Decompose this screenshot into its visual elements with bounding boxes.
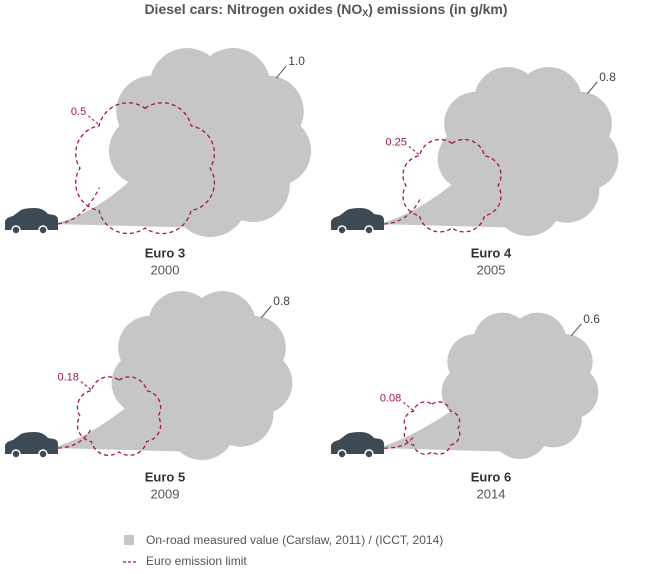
category-label: Euro 3 [145, 245, 185, 260]
measured-label: 0.8 [273, 294, 290, 308]
measured-cloud [108, 48, 312, 238]
measured-label: 0.6 [583, 312, 600, 326]
legend-label: On-road measured value (Carslaw, 2011) /… [146, 533, 443, 547]
measured-cloud [111, 291, 293, 461]
wheel [337, 449, 347, 459]
limit-cloud [402, 138, 502, 233]
leader [275, 65, 287, 79]
car [5, 208, 58, 230]
wheel [38, 225, 48, 235]
limit-label: 0.25 [385, 136, 406, 148]
category-label: Euro 6 [471, 469, 511, 484]
wheel [38, 449, 48, 459]
leader [402, 401, 414, 411]
leader [260, 305, 272, 319]
year-label: 2005 [477, 262, 506, 277]
wheel [11, 225, 21, 235]
measured-cloud [437, 67, 619, 237]
leader [408, 146, 420, 155]
limit-plume [50, 427, 93, 449]
limit-plume [376, 435, 415, 449]
measured-cloud [441, 312, 599, 459]
leader [80, 381, 92, 390]
title-part: ) emissions (in g/km) [368, 1, 507, 17]
year-label: 2014 [477, 486, 506, 501]
wheel [337, 225, 347, 235]
legend-label: Euro emission limit [146, 554, 247, 568]
category-label: Euro 5 [145, 469, 185, 484]
category-label: Euro 4 [471, 245, 512, 260]
car [331, 208, 384, 230]
title-subscript: X [362, 8, 368, 18]
wheel [364, 225, 374, 235]
limit-plume [50, 187, 101, 225]
leader [570, 323, 582, 337]
limit-label: 0.18 [58, 371, 79, 383]
limit-label: 0.5 [71, 106, 86, 118]
limit-label: 0.08 [380, 392, 401, 404]
leader [87, 115, 99, 125]
limit-cloud [403, 401, 461, 455]
limit-cloud [76, 376, 162, 456]
title-part: Diesel cars: Nitrogen oxides (NO [144, 1, 362, 17]
measured-label: 0.8 [599, 70, 616, 84]
chart-title: Diesel cars: Nitrogen oxides (NOX) emiss… [144, 1, 507, 19]
legend-swatch [124, 535, 134, 545]
car [331, 432, 384, 454]
wheel [364, 449, 374, 459]
car [5, 432, 58, 454]
measured-label: 1.0 [288, 54, 305, 68]
year-label: 2000 [151, 262, 180, 277]
limit-cloud [75, 102, 216, 235]
year-label: 2009 [151, 486, 180, 501]
leader [586, 81, 598, 95]
wheel [11, 449, 21, 459]
